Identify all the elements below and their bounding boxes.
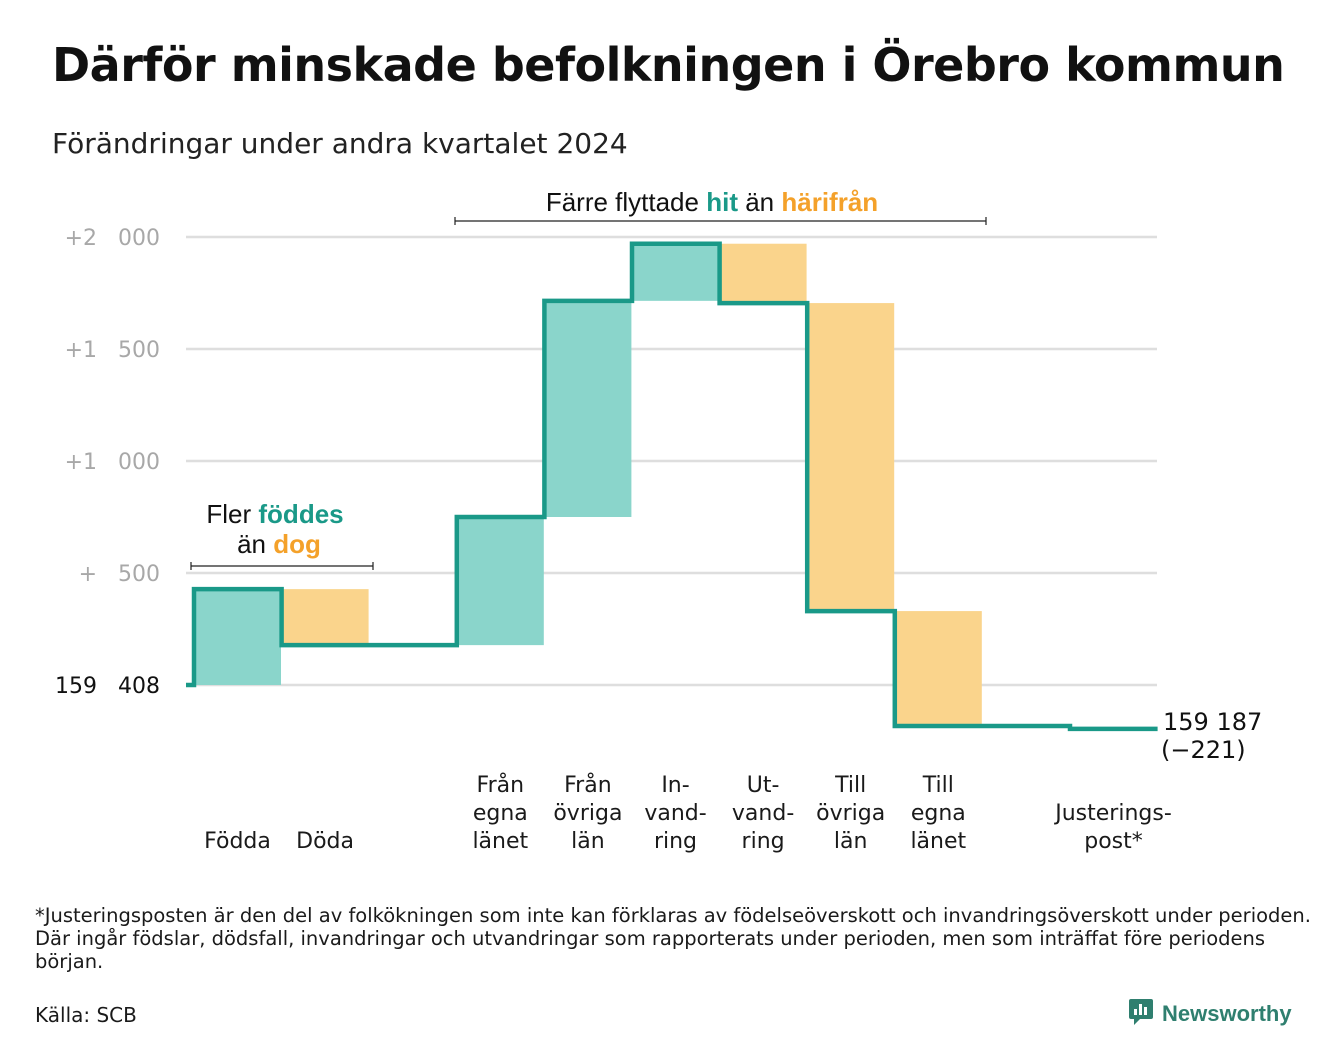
y-tick-label-prefix: +1: [65, 450, 97, 475]
chart-title: Därför minskade befolkningen i Örebro ko…: [52, 38, 1285, 92]
grid-lines: [186, 235, 1157, 687]
bar-till-ovriga-lan: [807, 303, 895, 612]
waterfall-chart: 159 408 + 500 +1 000 +1 500 +2 000 Födda Döda Från e…: [55, 187, 1262, 854]
y-tick-label-value: 500: [118, 562, 160, 587]
y-tick-label-prefix: +2: [65, 226, 97, 251]
bar-invandring: [632, 243, 719, 301]
migration-bracket: [454, 217, 987, 225]
x-label-invandring: In-vand-ring: [644, 773, 706, 854]
bars: [194, 243, 982, 726]
y-tick-label-value: 000: [118, 450, 160, 475]
y-tick-label-value: 408: [118, 674, 160, 699]
y-tick-label-prefix: +1: [65, 338, 97, 363]
brand-logo[interactable]: Newsworthy: [1128, 998, 1292, 1030]
y-tick-label-prefix: +: [79, 562, 97, 587]
x-label-utvandring: Ut-vand-ring: [732, 773, 794, 854]
brand-name: Newsworthy: [1162, 1001, 1292, 1026]
y-tick-label-value: 000: [118, 226, 160, 251]
x-label-fran-egna-lanet: Från egna länet: [472, 772, 528, 854]
bar-fran-egna-lanet: [456, 517, 544, 646]
migration-annotation: Färre flyttade hit än härifrån: [454, 187, 987, 225]
births-annotation-line1: Fler föddes: [206, 499, 343, 529]
births-annotation-line2: än dog: [237, 529, 321, 559]
x-label-till-egna-lanet: Till egna länet: [910, 773, 966, 854]
births-annotation: Fler föddes än dog: [190, 499, 374, 570]
end-value-label: 159 187: [1163, 708, 1262, 736]
chart-bubble-icon: [1128, 998, 1154, 1030]
bar-fodda: [194, 589, 281, 685]
chart-subtitle: Förändringar under andra kvartalet 2024: [52, 127, 628, 160]
bar-till-egna-lanet: [894, 611, 982, 726]
step-line: [186, 241, 1158, 732]
footnote: *Justeringsposten är den del av folkökni…: [35, 904, 1311, 973]
bar-fran-ovriga-lan: [544, 300, 632, 517]
end-label: 159 187 (−221): [1161, 708, 1262, 764]
x-label-till-ovriga-lan: Till övriga län: [816, 773, 885, 854]
births-bracket: [190, 562, 374, 570]
cumulative-step-line: [186, 241, 1158, 732]
y-tick-label-value: 500: [118, 338, 160, 363]
source-label: Källa: SCB: [35, 1003, 137, 1027]
y-tick-label-prefix: 159: [55, 674, 97, 699]
x-label-doda: Döda: [296, 829, 354, 854]
migration-annotation-text: Färre flyttade hit än härifrån: [546, 187, 878, 217]
x-label-fran-ovriga-lan: Från övriga län: [553, 772, 622, 854]
bar-doda: [281, 589, 369, 646]
x-label-fodda: Födda: [204, 829, 271, 854]
x-axis-labels: Födda Döda Från egna länet Från övriga län In-va…: [204, 772, 1172, 854]
x-label-justeringspost: Justerings-post*: [1053, 801, 1172, 854]
y-axis-ticks: 159 408 + 500 +1 000 +1 500 +2 000: [55, 226, 160, 699]
bar-utvandring: [719, 243, 807, 304]
end-change-label: (−221): [1161, 736, 1246, 764]
